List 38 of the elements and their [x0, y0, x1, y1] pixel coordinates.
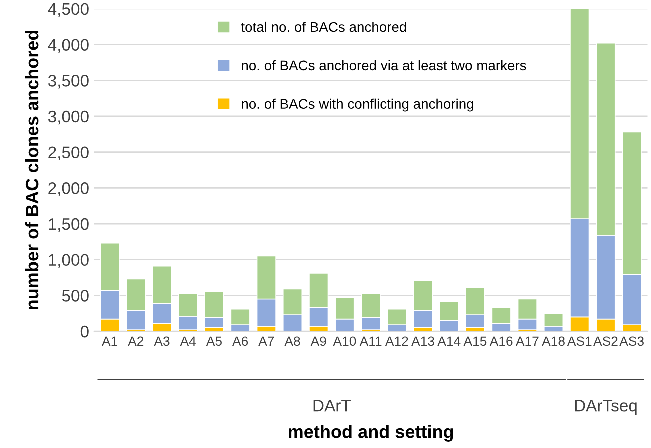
- x-tick-label: A7: [258, 336, 274, 346]
- y-tick-label: 3,500: [48, 75, 89, 89]
- legend-label: no. of BACs anchored via at least two markers: [242, 60, 526, 71]
- x-tick-label: A11: [360, 336, 382, 346]
- x-tick-label: AS1: [567, 336, 592, 346]
- x-tick-label: A10: [333, 336, 356, 346]
- y-tick-label: 0: [80, 326, 89, 338]
- y-tick-label: 2,000: [48, 182, 89, 196]
- legend-label: total no. of BACs anchored: [241, 22, 406, 32]
- x-tick-label: A6: [232, 336, 248, 346]
- y-tick-label: 500: [62, 290, 89, 302]
- x-tick-label: A13: [412, 336, 434, 346]
- x-tick-label: A5: [206, 336, 222, 346]
- x-tick-label: A8: [284, 336, 300, 346]
- x-tick-label: AS3: [620, 336, 644, 346]
- y-tick-label: 4,000: [48, 39, 89, 53]
- text: DArT: [314, 400, 351, 412]
- x-tick-label: A18: [542, 336, 565, 346]
- y-axis-title: number of BAC clones anchored: [25, 30, 39, 310]
- x-tick-label: A1: [102, 336, 118, 346]
- text: DArTseq: [575, 400, 637, 416]
- x-axis-title: method and setting: [289, 425, 454, 442]
- legend-label: no. of BACs with conflicting anchoring: [242, 98, 474, 112]
- x-tick-label: A12: [385, 336, 408, 346]
- x-tick-label: A14: [438, 336, 461, 346]
- y-tick-label: 1,500: [49, 218, 89, 232]
- y-tick-label: 1,000: [49, 254, 89, 268]
- x-tick-label: A16: [490, 336, 513, 346]
- x-tick-label: A3: [154, 336, 170, 346]
- x-tick-label: A15: [464, 336, 487, 346]
- x-tick-label: AS2: [594, 336, 618, 346]
- x-tick-label: A2: [128, 336, 144, 346]
- y-tick-label: 3,000: [48, 110, 89, 125]
- y-tick-label: 2,500: [48, 146, 89, 160]
- x-tick-label: A9: [310, 336, 326, 346]
- x-tick-label: A17: [516, 336, 539, 346]
- y-tick-label: 4,500: [48, 3, 89, 18]
- x-tick-label: A4: [180, 336, 196, 346]
